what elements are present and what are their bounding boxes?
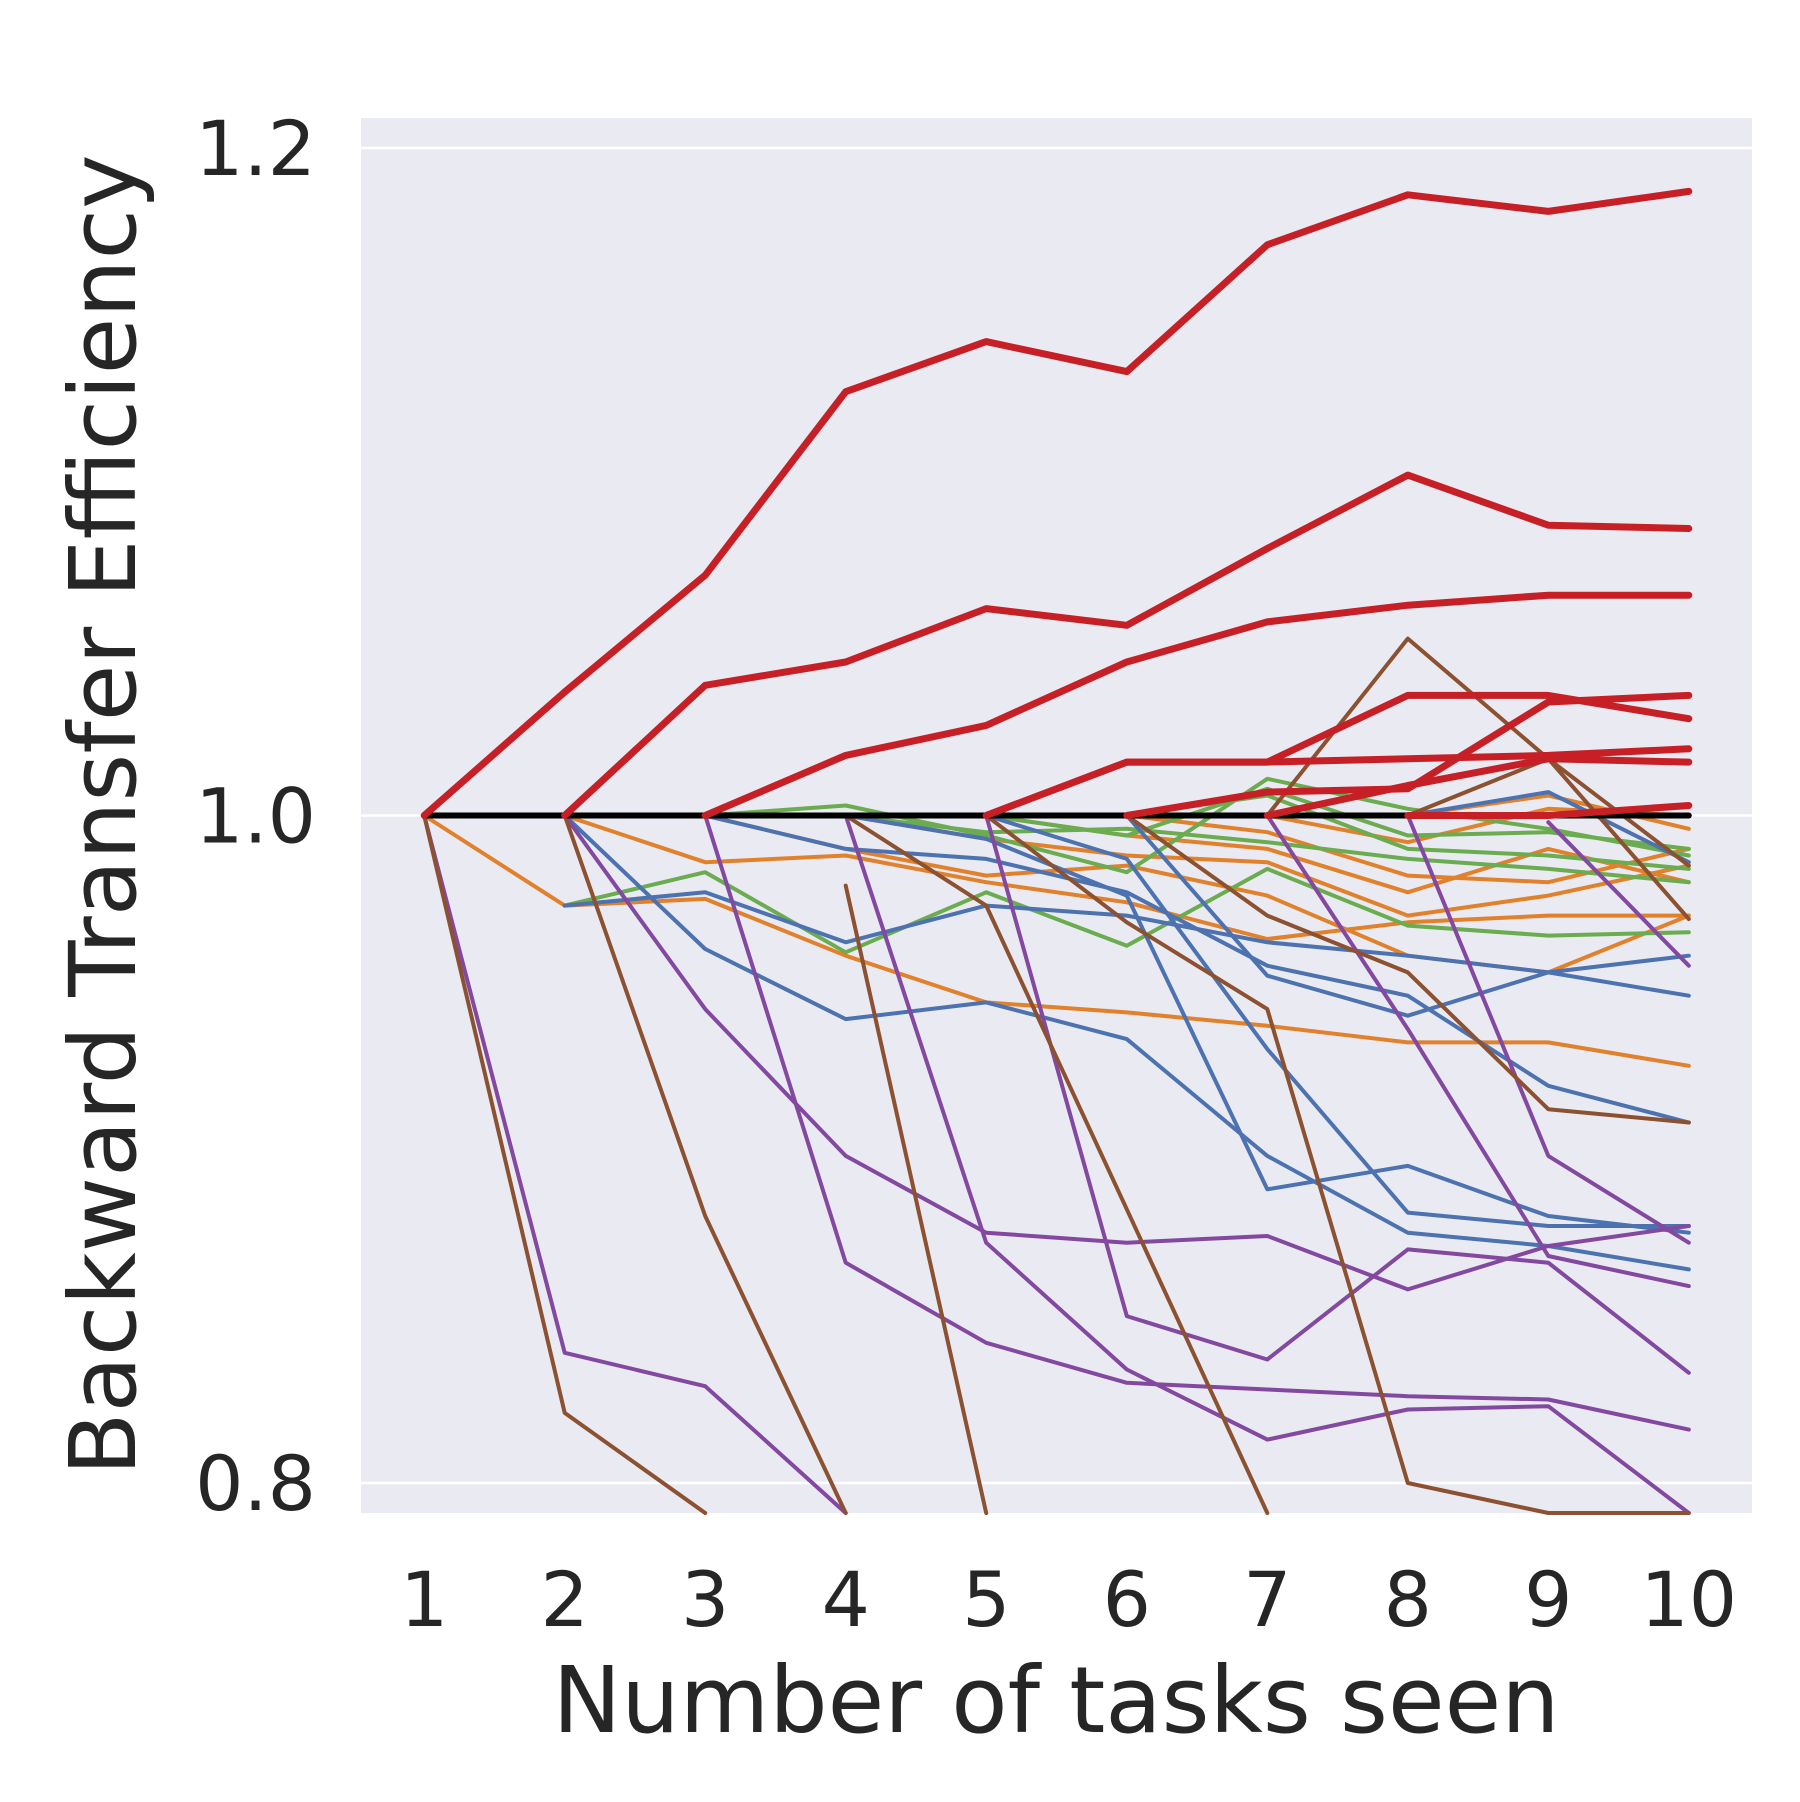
x-tick-labels: 1 2 3 4 5 6 7 8 9 10 <box>400 1555 1737 1644</box>
series-line-blue <box>1405 790 1691 865</box>
x-tick-label: 4 <box>822 1555 870 1644</box>
x-axis-label: Number of tasks seen <box>552 1647 1559 1754</box>
series-line-red <box>561 471 1693 819</box>
x-tick-label: 6 <box>1103 1555 1151 1644</box>
series-line-purple <box>562 813 1691 1292</box>
y-tick-labels: 0.8 1.0 1.2 <box>195 104 316 1528</box>
y-axis-label: Backward Transfer Efficiency <box>50 154 157 1475</box>
x-tick-label: 3 <box>681 1555 729 1644</box>
series-line-brown <box>422 813 708 1515</box>
series-line-blue <box>562 813 1691 1272</box>
series-line-red <box>701 591 1693 819</box>
x-tick-label: 7 <box>1243 1555 1291 1644</box>
x-tick-label: 9 <box>1524 1555 1572 1644</box>
series-line-purple <box>1405 813 1691 1245</box>
series-line-brown <box>1124 813 1691 1125</box>
series-line-purple <box>703 813 1691 1432</box>
series-line-purple <box>1265 813 1691 1289</box>
y-tick-label: 0.8 <box>195 1439 316 1528</box>
series-line-red <box>1404 802 1693 819</box>
series-line-blue <box>984 813 1691 1228</box>
series-line-red <box>1263 755 1693 819</box>
x-tick-label: 8 <box>1384 1555 1432 1644</box>
y-tick-label: 1.0 <box>195 772 316 861</box>
series-line-brown <box>843 883 989 1515</box>
series-lines <box>420 187 1693 1515</box>
series-line-purple <box>1546 820 1691 968</box>
series-line-green <box>562 866 1691 955</box>
x-tick-label: 5 <box>962 1555 1010 1644</box>
x-tick-label: 1 <box>400 1555 448 1644</box>
x-tick-label: 10 <box>1640 1555 1737 1644</box>
series-line-brown <box>843 813 1270 1515</box>
series-line-green <box>984 786 1691 851</box>
x-tick-label: 2 <box>541 1555 589 1644</box>
series-line-blue <box>843 813 1691 1235</box>
series-line-purple <box>422 813 848 1515</box>
series-line-purple <box>843 813 1691 1515</box>
series-line-red <box>420 187 1693 819</box>
series-line-brown <box>562 813 848 1515</box>
series-line-blue <box>703 813 1691 1125</box>
y-tick-label: 1.2 <box>195 104 316 193</box>
series-line-green <box>843 813 1691 885</box>
series-line-red <box>982 745 1693 819</box>
series-line-brown <box>984 813 1691 1515</box>
series-line-blue <box>562 890 1691 975</box>
series-line-purple <box>984 813 1691 1375</box>
series-line-green <box>703 776 1691 875</box>
series-line-blue <box>1124 813 1691 1018</box>
series-line-orange <box>562 813 1691 941</box>
